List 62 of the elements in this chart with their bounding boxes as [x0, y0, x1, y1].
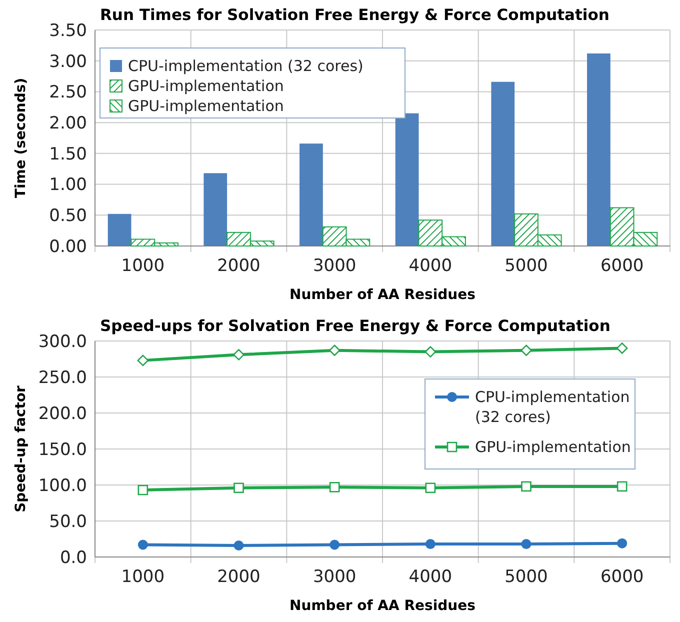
y-tick-label: 50.0 [49, 512, 87, 532]
legend-label: GPU-implementation [128, 97, 284, 115]
y-tick-label: 2.00 [49, 114, 87, 134]
legend-label: CPU-implementation (32 cores) [128, 57, 364, 75]
y-tick-label: 3.00 [49, 52, 87, 72]
x-tick-label: 2000 [217, 567, 260, 587]
x-tick-label: 2000 [217, 256, 260, 276]
bar [587, 53, 610, 246]
y-tick-label: 100.0 [38, 476, 87, 496]
point [234, 540, 244, 550]
y-tick-label: 0.00 [49, 236, 87, 257]
point [520, 344, 532, 356]
point [138, 540, 148, 550]
y-tick-label: 250.0 [38, 368, 87, 388]
point [617, 538, 628, 548]
x-tick-label: 5000 [504, 256, 548, 276]
point [137, 354, 149, 366]
bar [395, 113, 419, 246]
x-tick-label: 4000 [408, 567, 452, 587]
y-tick-label: 2.50 [49, 82, 87, 103]
point [234, 482, 244, 494]
y-axis-title: Speed-up factor [13, 385, 29, 512]
x-tick-label: 4000 [408, 256, 452, 276]
point [329, 482, 340, 492]
x-axis-title: Number of AA Residues [290, 598, 476, 614]
point [330, 540, 340, 550]
chart-title: Run Times for Solvation Free Energy & Force Computation [100, 6, 610, 24]
y-tick-label: 1.00 [49, 175, 87, 196]
x-tick-label: 3000 [312, 256, 356, 276]
point [616, 481, 628, 492]
x-tick-label: 1000 [121, 567, 165, 587]
point [616, 342, 628, 354]
point [328, 344, 340, 356]
x-tick-label: 1000 [121, 256, 165, 276]
y-tick-label: 150.0 [38, 440, 87, 460]
point [425, 482, 436, 494]
bar [108, 214, 132, 246]
x-tick-label: 3000 [312, 567, 356, 587]
chart-title: Speed-ups for Solvation Free Energy & Force Computation [100, 317, 610, 335]
x-tick-label: 5000 [504, 567, 548, 587]
y-tick-label: 0.0 [60, 548, 87, 568]
bar [204, 173, 228, 246]
x-axis-title: Number of AA Residues [290, 287, 476, 303]
point [521, 481, 532, 492]
y-tick-label: 300.0 [38, 332, 87, 352]
y-tick-label: 0.50 [49, 206, 87, 226]
point [233, 349, 244, 360]
legend-label: GPU-implementation [128, 77, 284, 95]
point [138, 484, 148, 496]
point [425, 539, 436, 550]
x-tick-label: 6000 [600, 567, 644, 587]
point [521, 539, 532, 550]
legend-label: GPU-implementation [475, 438, 631, 456]
bar [491, 82, 515, 246]
point [424, 346, 436, 358]
x-tick-label: 6000 [600, 256, 644, 276]
y-tick-label: 1.50 [49, 144, 87, 164]
y-tick-label: 200.0 [38, 404, 87, 424]
y-tick-label: 3.50 [49, 20, 87, 41]
legend-label: CPU-implementation (32 cores) [475, 388, 630, 426]
y-axis-title: Time (seconds) [13, 78, 29, 198]
bar [300, 144, 323, 246]
